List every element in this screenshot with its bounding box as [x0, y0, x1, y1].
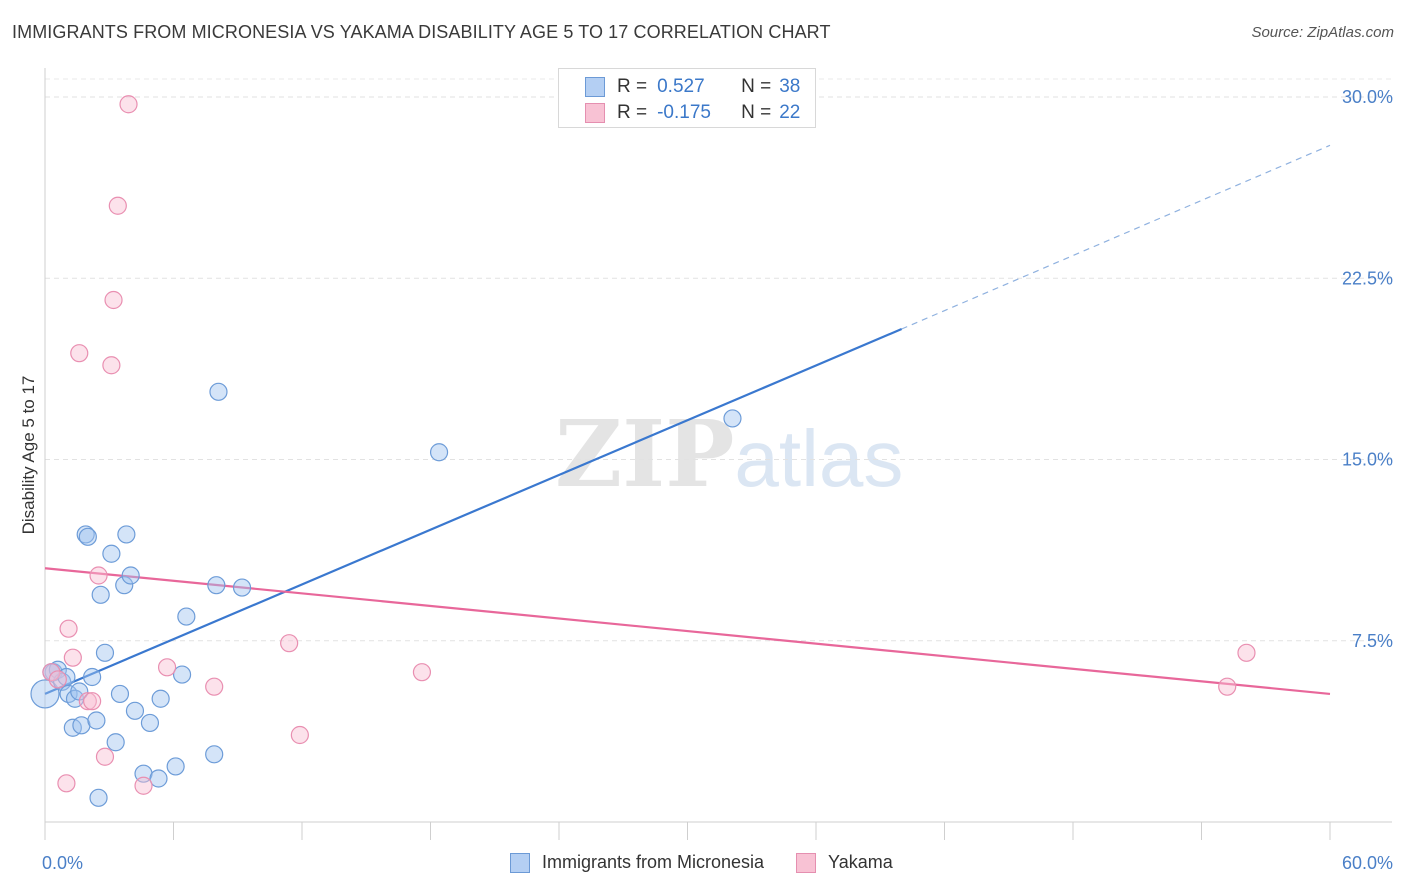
trend-line-micronesia-extension: [901, 144, 1331, 330]
point-yakama: [412, 663, 432, 682]
point-micronesia: [172, 665, 192, 684]
point-yakama: [119, 95, 138, 114]
point-yakama: [83, 692, 102, 711]
point-micronesia: [149, 769, 168, 788]
point-micronesia: [205, 745, 224, 764]
point-yakama: [108, 196, 127, 215]
data-points: [30, 95, 1256, 807]
point-yakama: [48, 670, 67, 689]
r-label: R =: [617, 76, 648, 97]
point-yakama: [104, 290, 123, 310]
legend-label: Immigrants from Micronesia: [542, 852, 765, 872]
point-micronesia: [91, 585, 110, 604]
point-micronesia: [429, 443, 449, 462]
point-yakama: [57, 774, 76, 793]
point-yakama: [63, 648, 82, 667]
series-legend: Immigrants from Micronesia Yakama: [510, 852, 925, 873]
point-yakama: [1218, 677, 1237, 696]
point-micronesia: [72, 716, 91, 735]
point-micronesia: [207, 576, 226, 595]
grid-lines: [45, 78, 1392, 642]
trend-lines: [44, 144, 1331, 696]
correlation-legend: R = 0.527 N = 38 R = -0.175 N = 22: [558, 68, 816, 128]
point-yakama: [59, 619, 78, 638]
point-micronesia: [102, 544, 121, 563]
legend-swatch-blue: [585, 77, 605, 97]
watermark-atlas: atlas: [734, 414, 904, 503]
point-micronesia: [106, 733, 125, 752]
point-micronesia: [151, 689, 170, 708]
chart-title: IMMIGRANTS FROM MICRONESIA VS YAKAMA DIS…: [12, 22, 831, 42]
trend-line-yakama: [44, 567, 1331, 696]
y-tick-label: 22.5%: [1342, 268, 1393, 288]
point-yakama: [134, 776, 153, 795]
point-yakama: [89, 566, 108, 585]
legend-row-micronesia: R = 0.527 N = 38: [585, 75, 800, 99]
point-yakama: [1237, 643, 1256, 662]
point-yakama: [42, 663, 61, 682]
point-micronesia: [140, 713, 160, 733]
legend-row-yakama: R = -0.175 N = 22: [585, 101, 800, 125]
source-label: Source: ZipAtlas.com: [1251, 24, 1394, 41]
legend-label: Yakama: [828, 852, 893, 872]
point-micronesia: [83, 667, 102, 687]
point-yakama: [157, 658, 177, 677]
point-micronesia: [89, 788, 108, 807]
axes: [44, 68, 1392, 840]
legend-swatch-pink: [796, 852, 817, 873]
x-tick-label: 0.0%: [42, 853, 83, 873]
y-axis-title: Disability Age 5 to 17: [19, 376, 38, 535]
point-micronesia: [87, 711, 106, 730]
r-value: -0.175: [657, 102, 711, 123]
point-micronesia: [117, 525, 136, 544]
point-micronesia: [115, 576, 134, 595]
tick-labels: 7.5% 15.0% 22.5% 30.0% 0.0% 60.0%: [42, 87, 1393, 873]
point-micronesia: [177, 607, 196, 626]
point-micronesia: [232, 578, 252, 597]
n-label: N =: [741, 76, 772, 97]
point-yakama: [280, 634, 299, 653]
point-micronesia: [166, 757, 185, 776]
point-micronesia: [30, 679, 60, 709]
x-tick-label: 60.0%: [1342, 853, 1393, 873]
point-yakama: [70, 344, 89, 363]
watermark: ZIPatlas: [555, 400, 903, 508]
legend-item-yakama: Yakama: [796, 852, 893, 873]
legend-swatch-pink: [585, 103, 605, 123]
r-label: R =: [617, 102, 648, 123]
point-yakama: [290, 725, 309, 745]
point-yakama: [102, 356, 121, 375]
point-micronesia: [95, 643, 115, 662]
n-label: N =: [741, 102, 772, 123]
point-micronesia: [76, 525, 95, 544]
point-yakama: [78, 692, 97, 711]
y-tick-label: 7.5%: [1352, 631, 1393, 651]
point-micronesia: [125, 701, 145, 720]
r-value: 0.527: [657, 76, 705, 97]
point-micronesia: [78, 527, 97, 546]
point-yakama: [95, 747, 115, 766]
point-micronesia: [121, 566, 140, 585]
y-tick-label: 15.0%: [1342, 450, 1393, 470]
point-micronesia: [110, 684, 130, 704]
watermark-zip: ZIP: [555, 400, 735, 508]
n-value: 38: [779, 76, 801, 97]
legend-swatch-blue: [510, 852, 530, 873]
n-value: 22: [779, 102, 801, 123]
point-yakama: [205, 677, 224, 696]
y-tick-label: 30.0%: [1342, 87, 1393, 107]
legend-item-micronesia: Immigrants from Micronesia: [510, 852, 764, 873]
point-micronesia: [209, 382, 228, 401]
point-micronesia: [723, 409, 742, 428]
trend-line-micronesia: [44, 327, 903, 695]
